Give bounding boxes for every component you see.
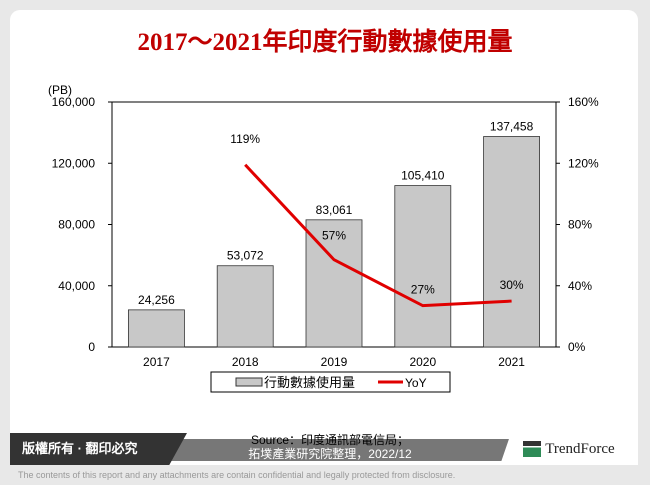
logo-text: TrendForce [545,440,615,457]
bar-label: 137,458 [490,120,534,134]
bar [394,185,452,348]
yoy-label: 119% [230,132,260,146]
legend-label-bar: 行動數據使用量 [264,375,355,390]
source-line1: Source：印度通訊部電信局； [250,433,410,447]
bar-label: 105,410 [401,169,445,183]
bar-label: 83,061 [316,203,353,217]
legend [210,371,451,393]
legend-swatch-bar [235,377,263,387]
y2-tick-label: 160% [568,95,599,109]
y-tick-label: 160,000 [52,95,96,109]
bar-label: 24,256 [138,293,175,307]
disclaimer: The contents of this report and any atta… [18,470,456,480]
copyright: 版權所有 · 翻印必究 [10,433,187,465]
y2-tick-label: 40% [568,279,592,293]
y-axis-label: (PB) [48,83,72,97]
source: Source：印度通訊部電信局； 拓墣產業研究院整理，2022/12 [180,433,480,461]
y-tick-label: 120,000 [52,156,96,170]
y2-tick-label: 80% [568,218,592,232]
x-tick-label: 2020 [409,355,436,369]
yoy-label: 30% [500,278,524,292]
y-tick-label: 80,000 [58,218,95,232]
y-tick-label: 40,000 [58,279,95,293]
bar-label: 53,072 [227,249,264,263]
bar [483,136,541,348]
y-tick-label: 0 [88,340,95,354]
x-tick-label: 2019 [321,355,348,369]
chart-title: 2017～2021年印度行動數據使用量 [137,29,513,56]
trendforce-logo: TrendForce [500,433,638,465]
source-line2: 拓墣產業研究院整理，2022/12 [248,447,412,461]
bar [216,265,274,348]
bar [127,309,185,348]
x-tick-label: 2017 [143,355,170,369]
x-tick-label: 2021 [498,355,525,369]
yoy-label: 57% [322,229,346,243]
y2-tick-label: 0% [568,340,586,354]
logo-mark-icon [523,441,542,457]
x-tick-label: 2018 [232,355,259,369]
yoy-line [244,163,512,308]
footer: 版權所有 · 翻印必究 [10,433,638,465]
y2-tick-label: 120% [568,156,599,170]
legend-label-line: YoY [405,376,427,390]
yoy-label: 27% [411,283,435,297]
